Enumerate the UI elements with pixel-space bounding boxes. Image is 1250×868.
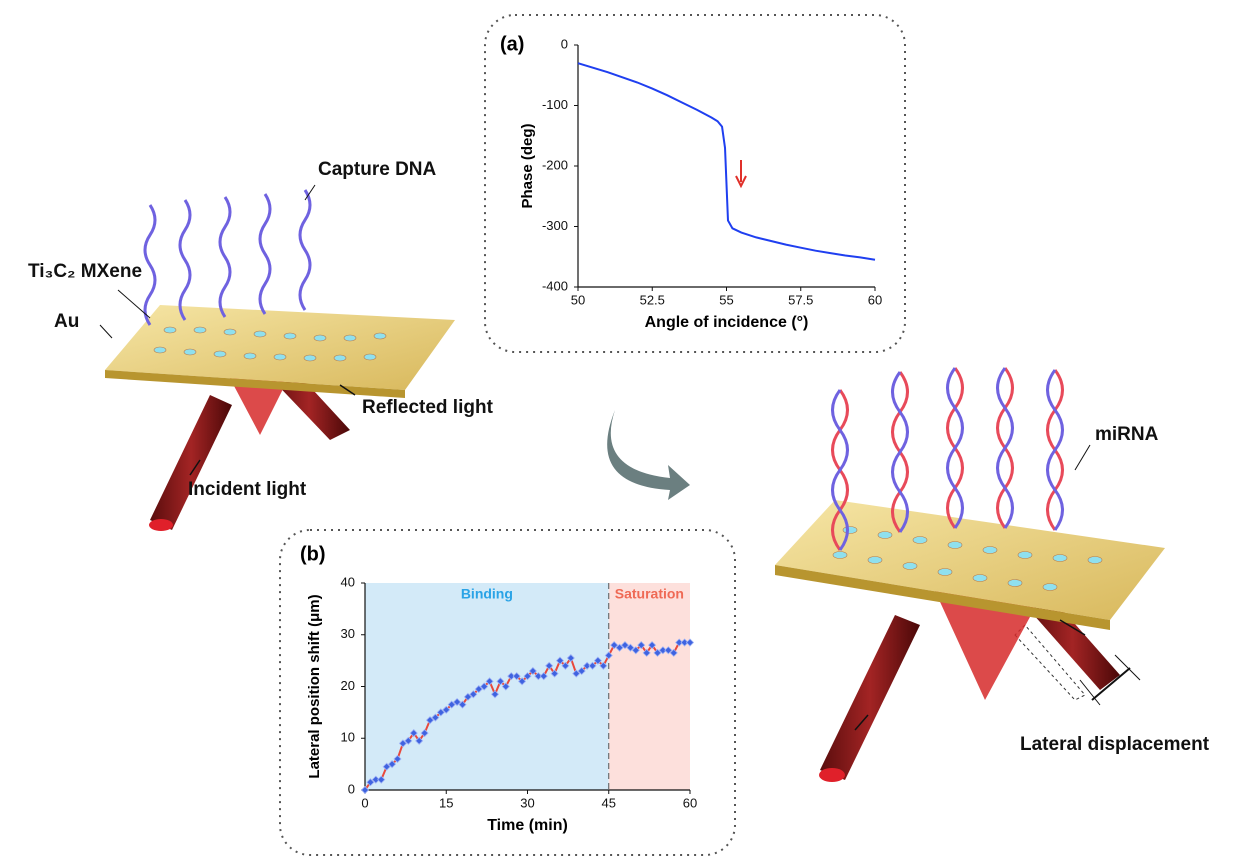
- y-tick-label: 0: [561, 36, 568, 51]
- x-axis-label: Time (min): [487, 817, 568, 834]
- x-tick-label: 57.5: [788, 292, 813, 307]
- y-tick-label: -200: [542, 157, 568, 172]
- y-axis-label: Phase (deg): [519, 123, 536, 208]
- x-tick-label: 52.5: [640, 292, 665, 307]
- label: Capture DNA: [318, 159, 437, 180]
- region-label: Saturation: [615, 586, 684, 602]
- annotation-arrow: [736, 160, 746, 186]
- x-tick-label: 55: [719, 292, 733, 307]
- label: Lateral displacement: [1020, 734, 1210, 755]
- process-arrow: [607, 410, 690, 500]
- y-tick-label: 0: [348, 781, 355, 796]
- y-tick-label: -100: [542, 97, 568, 112]
- label: Ti₃C₂ MXene: [28, 261, 142, 282]
- y-tick-label: 10: [341, 730, 355, 745]
- x-tick-label: 45: [602, 795, 616, 810]
- figure: Capture DNA Ti₃C₂ MXene Au Reflected lig…: [0, 0, 1250, 863]
- x-tick-label: 30: [520, 795, 534, 810]
- panel-label: (b): [300, 543, 326, 565]
- y-tick-label: 30: [341, 626, 355, 641]
- region-label: Binding: [461, 586, 513, 602]
- y-tick-label: 40: [341, 574, 355, 589]
- x-tick-label: 60: [868, 292, 882, 307]
- data-line: [578, 63, 875, 260]
- region: [609, 583, 690, 790]
- panel-label: (a): [500, 33, 524, 55]
- label: Reflected light: [362, 397, 494, 418]
- panel-frame: [485, 15, 905, 352]
- x-tick-label: 50: [571, 292, 585, 307]
- x-tick-label: 15: [439, 795, 453, 810]
- x-tick-label: 60: [683, 795, 697, 810]
- y-axis-label: Lateral position shift (μm): [306, 594, 323, 778]
- y-tick-label: -400: [542, 278, 568, 293]
- label: Au: [54, 311, 79, 332]
- x-axis-label: Angle of incidence (°): [645, 314, 809, 331]
- y-tick-label: 20: [341, 678, 355, 693]
- label: miRNA: [1095, 424, 1159, 445]
- y-tick-label: -300: [542, 218, 568, 233]
- label: Incident light: [188, 479, 307, 500]
- x-tick-label: 0: [361, 795, 368, 810]
